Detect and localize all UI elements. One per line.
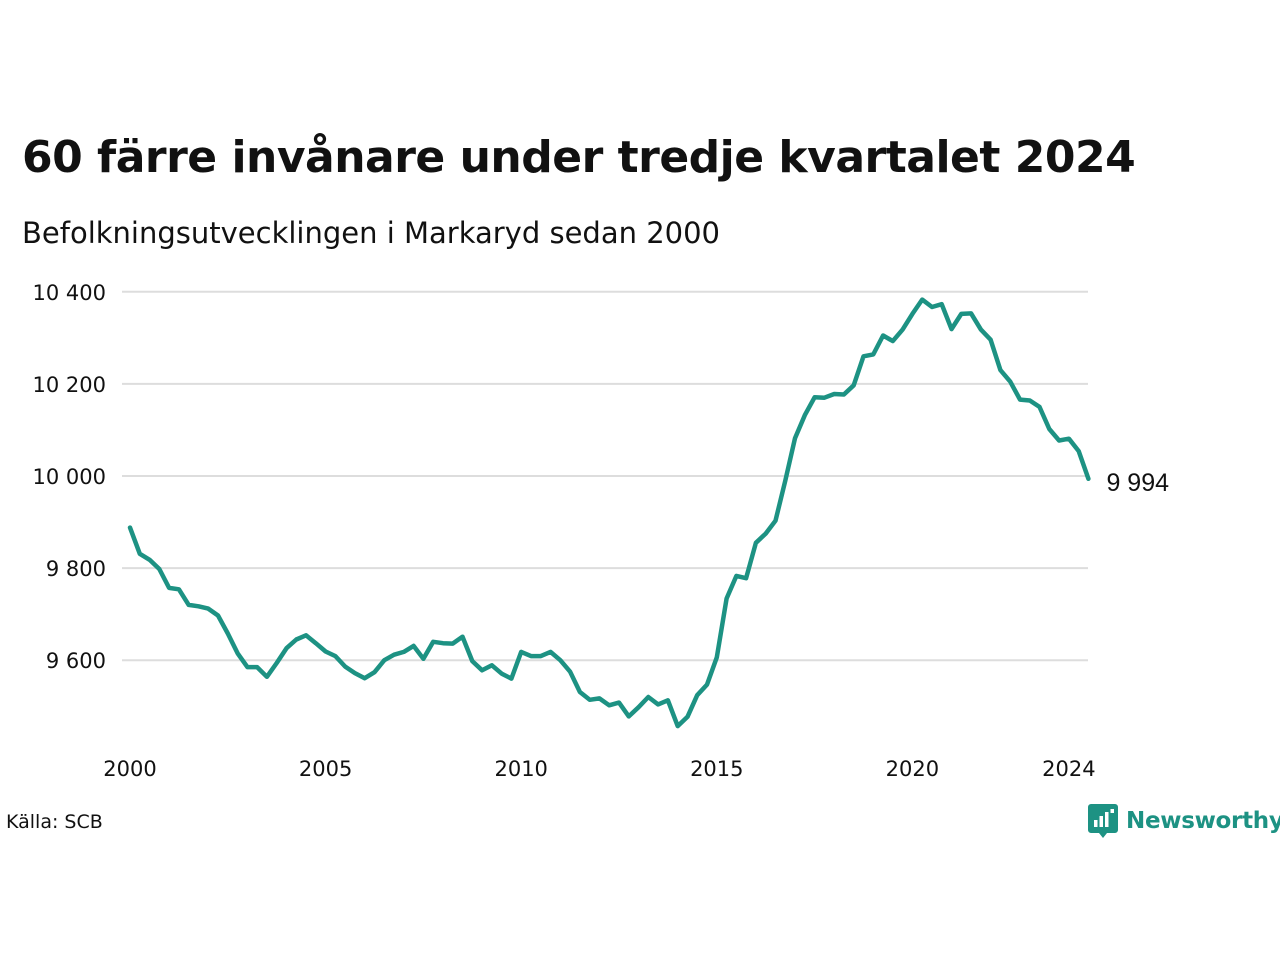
- x-tick-label: 2020: [886, 757, 939, 781]
- data-points: [129, 299, 1089, 727]
- brand-name: Newsworthy: [1126, 808, 1280, 834]
- y-tick-label: 10 400: [33, 281, 106, 305]
- newsworthy-logo-icon: [1088, 804, 1118, 838]
- x-axis-tick-labels: 2000 2005 2010 2015 2020 2024: [103, 757, 1095, 781]
- x-tick-label: 2010: [494, 757, 547, 781]
- y-axis-tick-labels: 9 600 9 800 10 000 10 200 10 400: [33, 281, 106, 673]
- x-tick-label: 2000: [103, 757, 156, 781]
- x-tick-label: 2015: [690, 757, 743, 781]
- chart-title: 60 färre invånare under tredje kvartalet…: [22, 132, 1136, 183]
- gridlines: [122, 290, 1088, 662]
- y-tick-label: 10 000: [33, 465, 106, 489]
- chart-subtitle: Befolkningsutvecklingen i Markaryd sedan…: [22, 216, 720, 250]
- y-tick-label: 10 200: [33, 373, 106, 397]
- population-line: [127, 297, 1091, 729]
- x-tick-label: 2005: [299, 757, 352, 781]
- end-value-label: 9 994: [1106, 469, 1169, 497]
- newsworthy-logo: Newsworthy: [1088, 804, 1280, 838]
- x-tick-label: 2024: [1042, 757, 1095, 781]
- source-note: Källa: SCB: [6, 811, 103, 833]
- y-tick-label: 9 800: [46, 557, 106, 581]
- y-tick-label: 9 600: [46, 649, 106, 673]
